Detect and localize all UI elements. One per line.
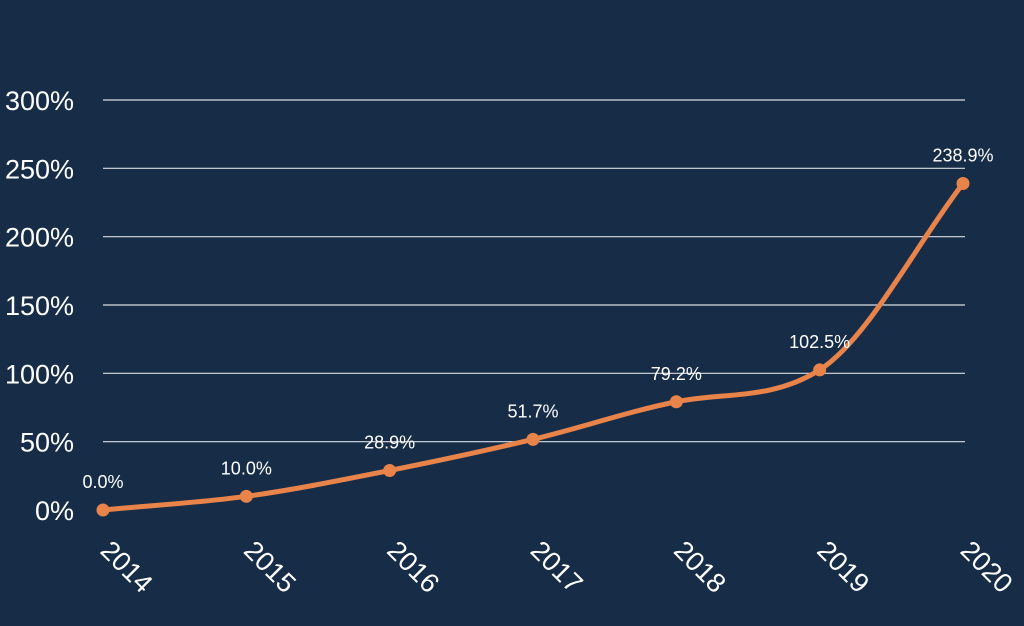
data-label: 28.9% <box>364 433 415 453</box>
data-label: 238.9% <box>932 146 993 166</box>
x-tick-label: 2020 <box>955 535 1019 599</box>
data-point <box>96 503 110 517</box>
y-axis-tick-labels: 0% 50% 100% 150% 200% 250% 300% <box>5 86 74 526</box>
data-label: 0.0% <box>82 472 123 492</box>
data-point <box>956 177 970 191</box>
data-label: 10.0% <box>221 458 272 478</box>
data-point <box>669 395 683 409</box>
data-point <box>526 432 540 446</box>
series-line-group <box>96 177 970 517</box>
data-point <box>813 363 827 377</box>
y-tick-label: 300% <box>5 86 74 116</box>
gridlines <box>103 99 965 443</box>
y-tick-label: 250% <box>5 154 74 184</box>
y-tick-label: 150% <box>5 291 74 321</box>
x-tick-label: 2017 <box>525 535 589 599</box>
x-tick-label: 2016 <box>381 535 445 599</box>
data-point <box>239 489 253 503</box>
data-label: 51.7% <box>507 401 558 421</box>
data-labels: 0.0% 10.0% 28.9% 51.7% 79.2% 102.5% 238.9% <box>82 146 993 492</box>
y-tick-label: 0% <box>35 496 74 526</box>
y-tick-label: 200% <box>5 223 74 253</box>
y-tick-label: 50% <box>20 428 74 458</box>
x-tick-label: 2015 <box>238 535 302 599</box>
data-label: 79.2% <box>651 364 702 384</box>
x-tick-label: 2019 <box>811 535 875 599</box>
data-point <box>383 464 397 478</box>
x-tick-label: 2018 <box>668 535 732 599</box>
x-tick-label: 2014 <box>95 535 159 599</box>
y-tick-label: 100% <box>5 359 74 389</box>
x-axis-tick-labels: 2014 2015 2016 2017 2018 2019 2020 <box>95 535 1019 599</box>
data-label: 102.5% <box>789 332 850 352</box>
